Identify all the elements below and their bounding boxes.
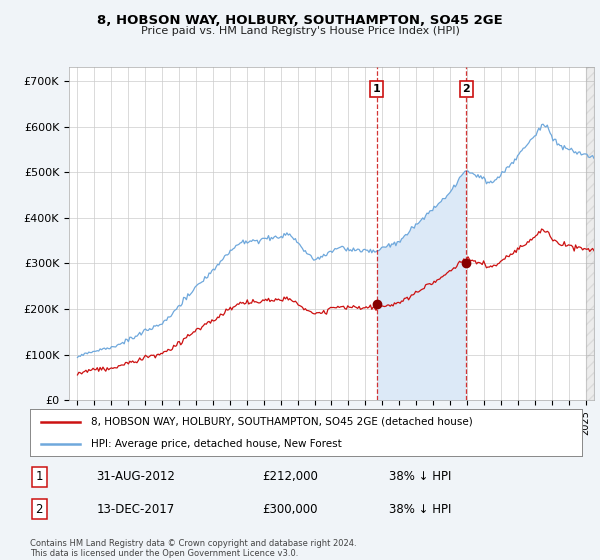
Text: 1: 1 (373, 84, 380, 94)
Text: Contains HM Land Registry data © Crown copyright and database right 2024.
This d: Contains HM Land Registry data © Crown c… (30, 539, 356, 558)
Text: 1: 1 (35, 470, 43, 483)
Text: 13-DEC-2017: 13-DEC-2017 (96, 502, 175, 516)
Text: Price paid vs. HM Land Registry's House Price Index (HPI): Price paid vs. HM Land Registry's House … (140, 26, 460, 36)
Bar (586, 67, 594, 400)
Text: 38% ↓ HPI: 38% ↓ HPI (389, 470, 451, 483)
Text: 2: 2 (35, 502, 43, 516)
Text: £300,000: £300,000 (262, 502, 317, 516)
Text: £212,000: £212,000 (262, 470, 318, 483)
Text: HPI: Average price, detached house, New Forest: HPI: Average price, detached house, New … (91, 438, 341, 449)
Text: 8, HOBSON WAY, HOLBURY, SOUTHAMPTON, SO45 2GE: 8, HOBSON WAY, HOLBURY, SOUTHAMPTON, SO4… (97, 14, 503, 27)
Text: 2: 2 (463, 84, 470, 94)
Text: 8, HOBSON WAY, HOLBURY, SOUTHAMPTON, SO45 2GE (detached house): 8, HOBSON WAY, HOLBURY, SOUTHAMPTON, SO4… (91, 417, 472, 427)
Text: 31-AUG-2012: 31-AUG-2012 (96, 470, 175, 483)
Text: 38% ↓ HPI: 38% ↓ HPI (389, 502, 451, 516)
